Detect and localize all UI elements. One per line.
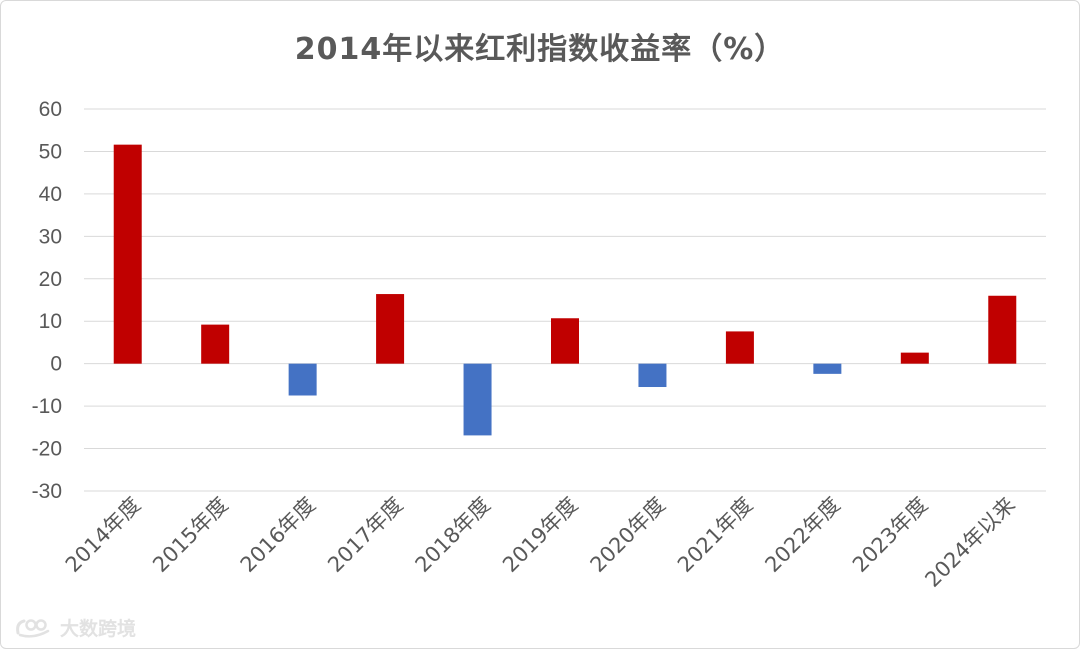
bar: [813, 363, 842, 374]
x-tick-label: 2021年度: [673, 493, 757, 577]
watermark: 大数跨境: [14, 614, 136, 641]
bar: [376, 294, 405, 364]
y-tick-label: 50: [39, 140, 62, 163]
y-tick-label: 40: [39, 183, 62, 206]
x-tick-label: 2017年度: [323, 493, 407, 577]
bar: [113, 144, 142, 364]
y-tick-label: -10: [32, 395, 62, 418]
x-tick-label: 2024年以来: [920, 493, 1019, 592]
bar: [638, 363, 667, 388]
x-tick-label: 2023年度: [848, 493, 932, 577]
bar: [551, 318, 579, 364]
bar: [725, 331, 754, 364]
watermark-text: 大数跨境: [60, 618, 137, 640]
x-tick-label: 2016年度: [236, 493, 320, 577]
y-tick-label: 10: [39, 310, 62, 333]
y-tick-label: 0: [50, 353, 62, 376]
x-tick-label: 2022年度: [760, 493, 844, 577]
bar: [201, 324, 230, 364]
x-tick-label: 2014年度: [61, 493, 145, 577]
bar: [988, 295, 1017, 364]
y-tick-label: 20: [39, 268, 62, 291]
bar: [463, 363, 492, 436]
x-tick-label: 2020年度: [586, 493, 670, 577]
bar: [288, 363, 317, 396]
x-tick-label: 2019年度: [498, 493, 582, 577]
x-tick-label: 2015年度: [148, 493, 232, 577]
bar: [900, 352, 929, 364]
y-tick-label: -20: [32, 438, 62, 461]
logo-icon: [14, 617, 54, 639]
y-tick-label: 60: [39, 98, 62, 121]
x-tick-label: 2018年度: [411, 493, 495, 577]
chart-title: 2014年以来红利指数收益率（%）: [294, 32, 786, 67]
y-tick-label: -30: [32, 480, 62, 503]
y-tick-label: 30: [39, 225, 62, 248]
